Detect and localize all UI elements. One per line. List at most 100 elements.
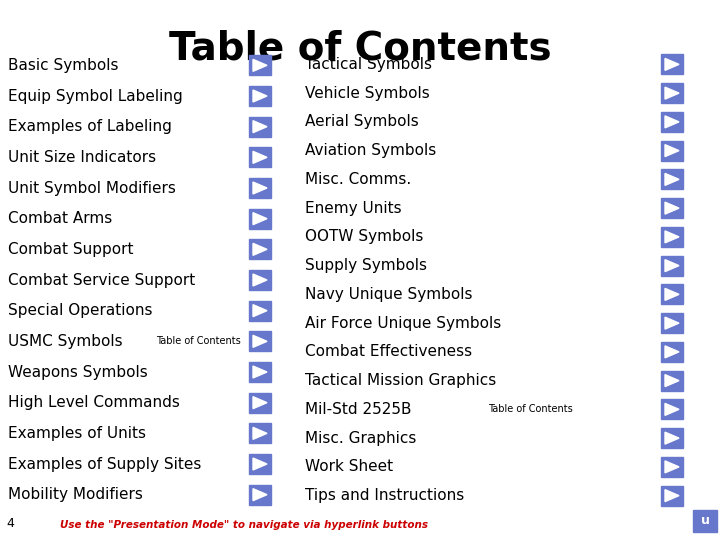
Polygon shape (665, 173, 679, 185)
Text: Equip Symbol Labeling: Equip Symbol Labeling (8, 89, 183, 104)
Polygon shape (665, 231, 679, 243)
Text: Tips and Instructions: Tips and Instructions (305, 488, 464, 503)
FancyBboxPatch shape (661, 170, 683, 190)
FancyBboxPatch shape (661, 112, 683, 132)
Polygon shape (665, 317, 679, 329)
FancyBboxPatch shape (249, 270, 271, 290)
FancyBboxPatch shape (661, 227, 683, 247)
Text: Tactical Mission Graphics: Tactical Mission Graphics (305, 373, 496, 388)
FancyBboxPatch shape (661, 55, 683, 75)
Text: 4: 4 (6, 517, 14, 530)
Polygon shape (253, 120, 267, 133)
Text: Basic Symbols: Basic Symbols (8, 58, 119, 73)
Text: Use the "Presentation Mode" to navigate via hyperlink buttons: Use the "Presentation Mode" to navigate … (60, 520, 428, 530)
Text: High Level Commands: High Level Commands (8, 395, 180, 410)
Polygon shape (253, 458, 267, 470)
Polygon shape (253, 366, 267, 378)
Text: Aerial Symbols: Aerial Symbols (305, 114, 419, 130)
Text: u: u (701, 515, 709, 528)
Text: Misc. Comms.: Misc. Comms. (305, 172, 411, 187)
FancyBboxPatch shape (249, 423, 271, 443)
Polygon shape (665, 260, 679, 272)
FancyBboxPatch shape (661, 285, 683, 305)
Text: Combat Service Support: Combat Service Support (8, 273, 195, 287)
Polygon shape (253, 397, 267, 409)
FancyBboxPatch shape (693, 510, 717, 532)
FancyBboxPatch shape (249, 393, 271, 413)
FancyBboxPatch shape (661, 198, 683, 218)
Text: Air Force Unique Symbols: Air Force Unique Symbols (305, 315, 501, 330)
Text: Work Sheet: Work Sheet (305, 460, 393, 474)
Polygon shape (665, 403, 679, 415)
Text: Table of Contents: Table of Contents (156, 336, 240, 346)
FancyBboxPatch shape (661, 428, 683, 448)
Polygon shape (665, 432, 679, 444)
Text: USMC Symbols: USMC Symbols (8, 334, 122, 349)
Polygon shape (253, 305, 267, 316)
FancyBboxPatch shape (661, 485, 683, 505)
Polygon shape (665, 116, 679, 128)
Text: Special Operations: Special Operations (8, 303, 153, 318)
Polygon shape (253, 182, 267, 194)
Text: OOTW Symbols: OOTW Symbols (305, 230, 423, 245)
FancyBboxPatch shape (249, 454, 271, 474)
Polygon shape (253, 427, 267, 440)
FancyBboxPatch shape (661, 255, 683, 275)
Text: Mil-Std 2525B: Mil-Std 2525B (305, 402, 412, 417)
FancyBboxPatch shape (249, 86, 271, 106)
Text: Enemy Units: Enemy Units (305, 201, 402, 215)
Polygon shape (665, 375, 679, 387)
FancyBboxPatch shape (661, 370, 683, 390)
Text: Combat Arms: Combat Arms (8, 211, 112, 226)
Polygon shape (665, 58, 679, 70)
FancyBboxPatch shape (249, 55, 271, 76)
Text: Navy Unique Symbols: Navy Unique Symbols (305, 287, 472, 302)
Polygon shape (253, 151, 267, 163)
Text: Supply Symbols: Supply Symbols (305, 258, 427, 273)
Polygon shape (253, 335, 267, 347)
FancyBboxPatch shape (249, 332, 271, 352)
Text: Tactical Symbols: Tactical Symbols (305, 57, 432, 72)
Text: Aviation Symbols: Aviation Symbols (305, 143, 436, 158)
Text: Unit Symbol Modifiers: Unit Symbol Modifiers (8, 180, 176, 195)
Text: Vehicle Symbols: Vehicle Symbols (305, 86, 430, 100)
FancyBboxPatch shape (661, 400, 683, 420)
FancyBboxPatch shape (249, 485, 271, 505)
Text: Combat Support: Combat Support (8, 242, 133, 257)
FancyBboxPatch shape (661, 342, 683, 362)
Polygon shape (665, 461, 679, 473)
Text: Table of Contents: Table of Contents (488, 404, 572, 414)
Text: Unit Size Indicators: Unit Size Indicators (8, 150, 156, 165)
Polygon shape (665, 490, 679, 502)
Polygon shape (665, 202, 679, 214)
Polygon shape (253, 244, 267, 255)
FancyBboxPatch shape (661, 457, 683, 477)
Text: Table of Contents: Table of Contents (168, 30, 552, 68)
FancyBboxPatch shape (249, 117, 271, 137)
FancyBboxPatch shape (249, 208, 271, 228)
Text: Combat Effectiveness: Combat Effectiveness (305, 345, 472, 360)
FancyBboxPatch shape (249, 147, 271, 167)
FancyBboxPatch shape (249, 301, 271, 321)
Polygon shape (665, 145, 679, 157)
Text: Misc. Graphics: Misc. Graphics (305, 430, 416, 445)
FancyBboxPatch shape (249, 362, 271, 382)
Polygon shape (253, 213, 267, 225)
FancyBboxPatch shape (249, 178, 271, 198)
Polygon shape (665, 288, 679, 300)
FancyBboxPatch shape (249, 239, 271, 259)
Polygon shape (253, 489, 267, 501)
Polygon shape (253, 90, 267, 102)
FancyBboxPatch shape (661, 313, 683, 333)
Text: Weapons Symbols: Weapons Symbols (8, 364, 148, 380)
Text: Examples of Units: Examples of Units (8, 426, 146, 441)
Polygon shape (253, 59, 267, 71)
Polygon shape (253, 274, 267, 286)
FancyBboxPatch shape (661, 83, 683, 103)
Polygon shape (665, 87, 679, 99)
Polygon shape (665, 346, 679, 358)
Text: Examples of Labeling: Examples of Labeling (8, 119, 172, 134)
Text: Mobility Modifiers: Mobility Modifiers (8, 487, 143, 502)
FancyBboxPatch shape (661, 140, 683, 160)
Text: Examples of Supply Sites: Examples of Supply Sites (8, 456, 202, 471)
